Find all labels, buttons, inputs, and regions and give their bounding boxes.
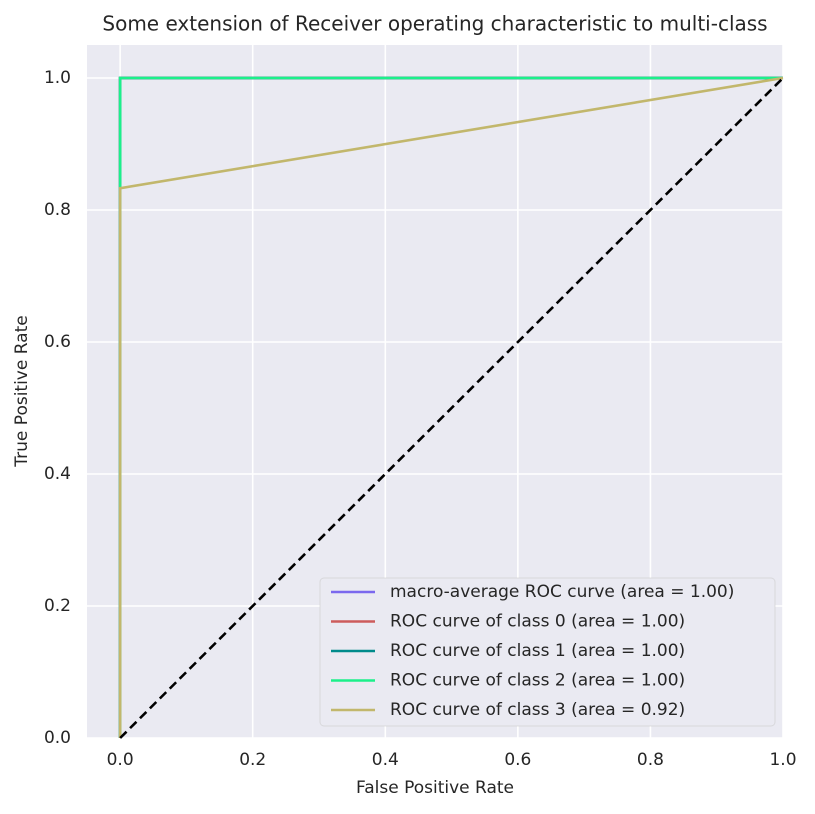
y-tick-label: 1.0: [44, 68, 71, 88]
x-tick-label: 1.0: [769, 750, 796, 770]
x-tick-label: 0.6: [504, 750, 531, 770]
x-tick-label: 0.8: [637, 750, 664, 770]
lines: [118, 76, 784, 739]
y-tick-label: 0.6: [44, 332, 71, 352]
legend-label: ROC curve of class 0 (area = 1.00): [390, 612, 685, 632]
legend-label: ROC curve of class 2 (area = 1.00): [390, 671, 685, 691]
x-tick-label: 0.4: [372, 750, 399, 770]
x-tick-label: 0.2: [239, 750, 266, 770]
legend-box: [319, 577, 776, 727]
legend-label: ROC curve of class 1 (area = 1.00): [390, 641, 685, 661]
x-axis-label: False Positive Rate: [356, 778, 514, 798]
legend-label: macro-average ROC curve (area = 1.00): [390, 582, 734, 602]
y-tick-label: 0.4: [44, 464, 71, 484]
y-axis-label: True Positive Rate: [12, 315, 32, 467]
chart-title: Some extension of Receiver operating cha…: [102, 12, 767, 36]
y-tick-label: 0.0: [44, 728, 71, 748]
legend: macro-average ROC curve (area = 1.00) ROC…: [319, 577, 776, 727]
legend-label: ROC curve of class 3 (area = 0.92): [390, 700, 685, 720]
y-tick-label: 0.8: [44, 200, 71, 220]
roc-line: [118, 76, 784, 738]
diagonal-line: [119, 77, 784, 739]
grid: [87, 45, 784, 739]
x-tick-label: 0.0: [107, 750, 134, 770]
y-tick-label: 0.2: [44, 596, 71, 616]
